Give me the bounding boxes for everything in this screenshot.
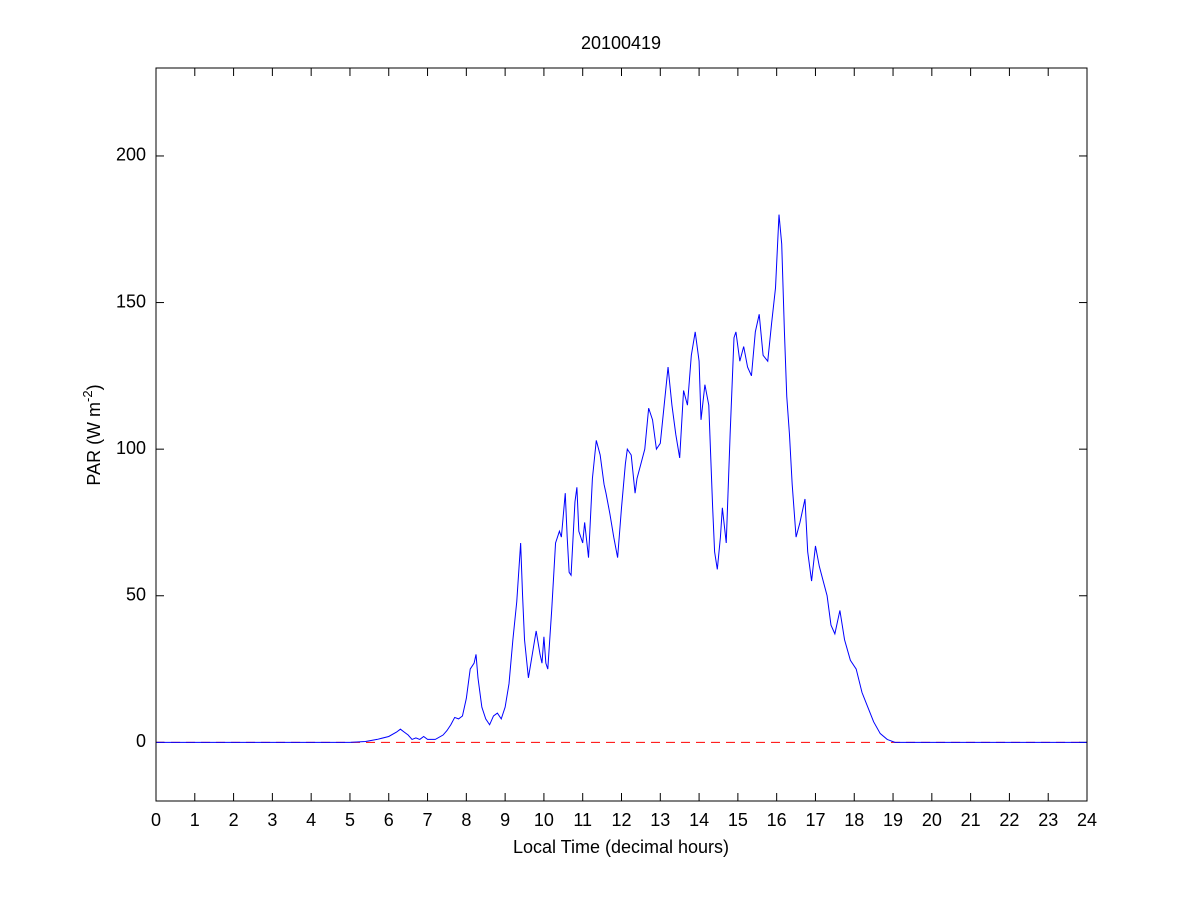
y-axis-label-superscript: -2: [80, 390, 95, 402]
x-tick-label: 21: [961, 810, 981, 830]
x-tick-label: 9: [500, 810, 510, 830]
x-tick-label: 23: [1038, 810, 1058, 830]
y-tick-label: 0: [136, 731, 146, 751]
x-tick-label: 18: [844, 810, 864, 830]
x-tick-label: 3: [267, 810, 277, 830]
x-tick-label: 5: [345, 810, 355, 830]
y-tick-label: 100: [116, 438, 146, 458]
x-tick-label: 4: [306, 810, 316, 830]
x-tick-label: 19: [883, 810, 903, 830]
x-tick-label: 15: [728, 810, 748, 830]
x-tick-label: 13: [650, 810, 670, 830]
x-tick-label: 7: [423, 810, 433, 830]
chart-title: 20100419: [581, 33, 661, 53]
y-axis-label: PAR (W m-2): [80, 384, 104, 485]
x-tick-label: 12: [611, 810, 631, 830]
y-tick-label: 200: [116, 145, 146, 165]
x-tick-label: 16: [767, 810, 787, 830]
x-tick-label: 11: [573, 810, 592, 830]
data-line: [156, 214, 1087, 743]
x-tick-label: 8: [461, 810, 471, 830]
y-axis-label-text: ): [84, 384, 104, 390]
y-tick-label: 150: [116, 291, 146, 311]
x-tick-label: 2: [229, 810, 239, 830]
y-axis-label-text: PAR (W m: [84, 402, 104, 486]
x-tick-label: 6: [384, 810, 394, 830]
x-axis-label: Local Time (decimal hours): [513, 837, 729, 857]
plot-frame: [155, 67, 1088, 802]
x-tick-label: 22: [999, 810, 1019, 830]
x-tick-label: 14: [689, 810, 709, 830]
x-tick-label: 20: [922, 810, 942, 830]
x-tick-label: 24: [1077, 810, 1097, 830]
x-tick-label: 1: [190, 810, 200, 830]
x-tick-label: 10: [534, 810, 554, 830]
y-tick-label: 50: [126, 585, 146, 605]
x-tick-label: 17: [805, 810, 825, 830]
x-tick-label: 0: [151, 810, 161, 830]
